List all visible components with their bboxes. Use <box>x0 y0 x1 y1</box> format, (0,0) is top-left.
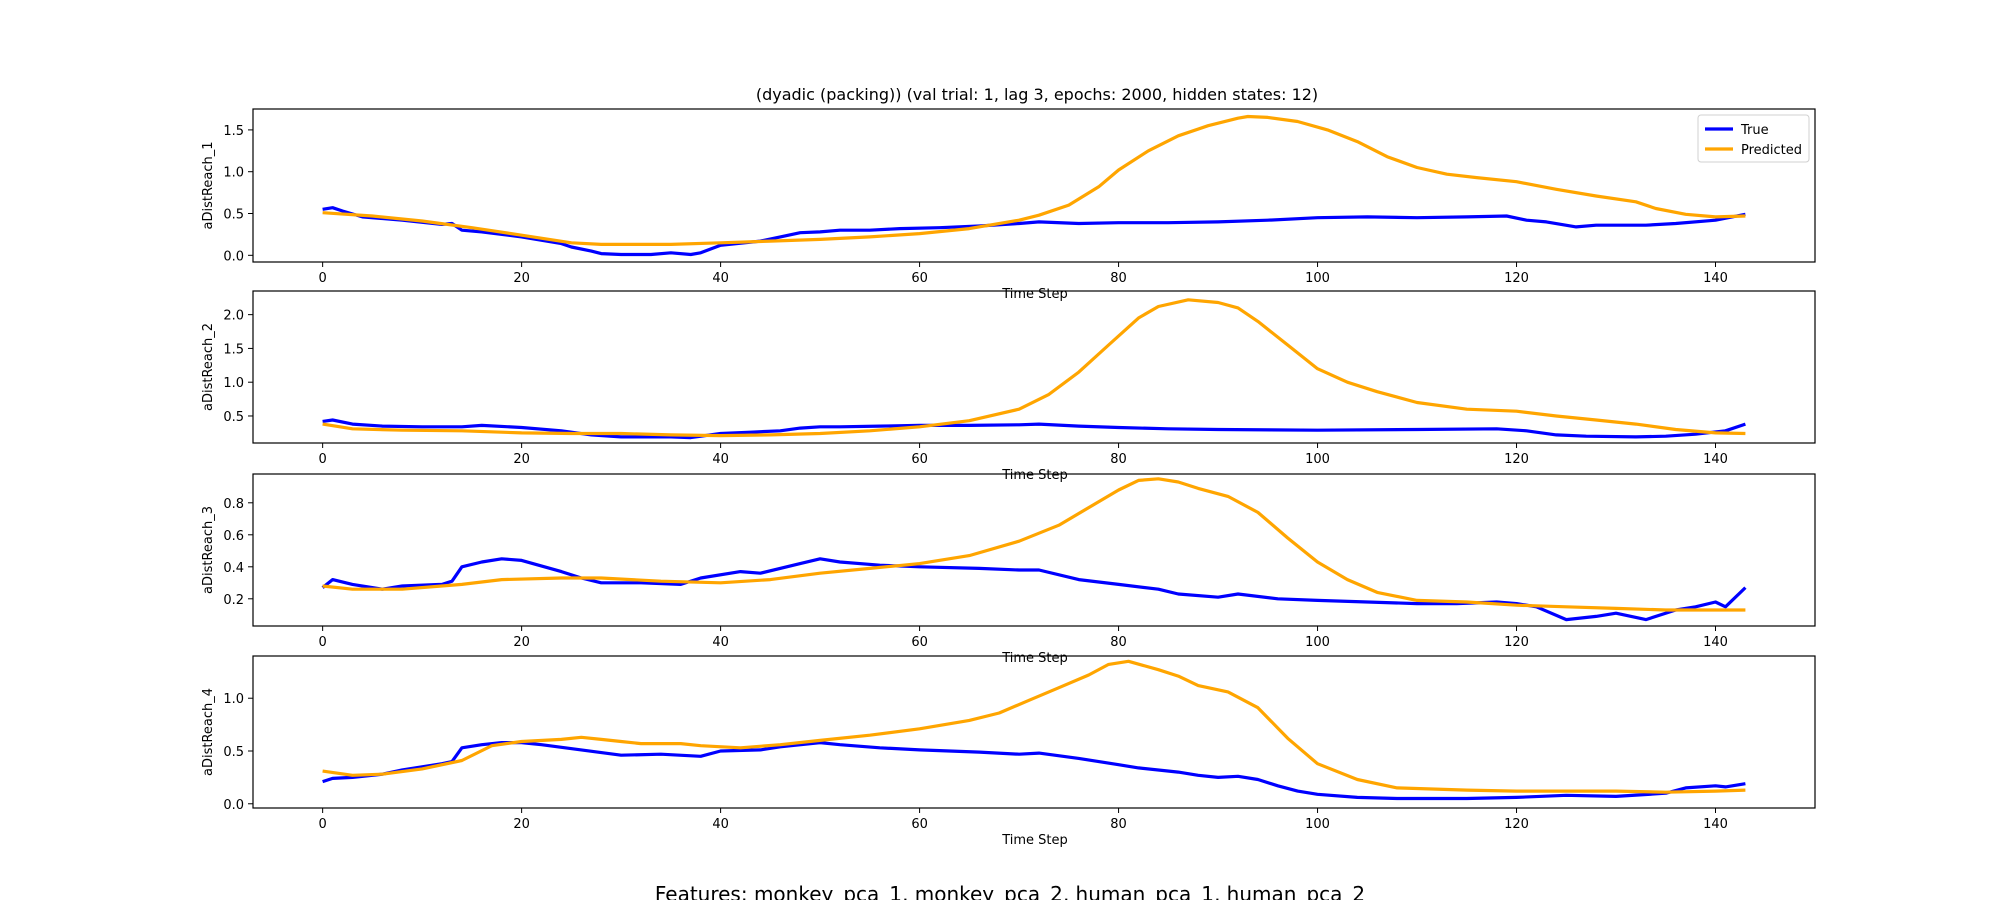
subplot-4: 0 20 40 60 80 100 120 140 0.0 0.5 1.0 aDistReach_4 T… <box>201 655 1816 848</box>
series-line-predicted <box>322 298 1746 438</box>
x-axis-label: Time Step <box>1001 287 1068 302</box>
x-tick-label: 140 <box>1703 635 1728 650</box>
y-tick-label: 1.5 <box>223 124 244 139</box>
subplot-3: 0 20 40 60 80 100 120 140 0.2 0.4 0.6 0.8 aDistReach… <box>201 473 1816 666</box>
x-tick-label: 40 <box>712 271 729 286</box>
y-tick-label: 0.6 <box>223 529 244 544</box>
x-tick-label: 80 <box>1110 635 1127 650</box>
x-tick-label: 140 <box>1703 452 1728 467</box>
axes-frame <box>252 473 1816 627</box>
y-tick-label: 0.5 <box>223 410 244 425</box>
y-axis-label: aDistReach_2 <box>201 323 216 411</box>
y-tick-label: 2.0 <box>223 309 244 324</box>
x-tick-label: 60 <box>911 635 928 650</box>
x-tick-label: 80 <box>1110 817 1127 832</box>
y-tick-label: 0.2 <box>223 593 244 608</box>
x-tick-label: 120 <box>1504 271 1529 286</box>
x-tick-label: 20 <box>513 452 530 467</box>
axes-frame <box>252 290 1816 444</box>
x-tick-label: 140 <box>1703 817 1728 832</box>
y-tick-label: 1.5 <box>223 342 244 357</box>
x-tick-label: 140 <box>1703 271 1728 286</box>
figure-title: (dyadic (packing)) (val trial: 1, lag 3,… <box>756 85 1318 104</box>
y-axis-label: aDistReach_4 <box>201 688 216 776</box>
x-axis-label: Time Step <box>1001 651 1068 666</box>
series-line-true <box>322 418 1746 440</box>
x-tick-label: 80 <box>1110 271 1127 286</box>
x-tick-label: 100 <box>1305 271 1330 286</box>
legend-label-predicted: Predicted <box>1741 143 1802 158</box>
y-axis-label: aDistReach_3 <box>201 506 216 594</box>
subplot-1: 0 20 40 60 80 100 120 140 0.0 0.5 1.0 1.5 aDistReach… <box>201 108 1816 302</box>
x-tick-label: 60 <box>911 271 928 286</box>
subplot-grid: 0 20 40 60 80 100 120 140 0.0 0.5 1.0 1.5 aDistReach… <box>201 108 1816 848</box>
y-axis-label: aDistReach_1 <box>201 141 216 229</box>
x-tick-label: 0 <box>319 271 327 286</box>
y-tick-label: 1.0 <box>223 166 244 181</box>
features-caption: Features: monkey_pca_1, monkey_pca_2, hu… <box>655 882 1365 900</box>
series-line-true <box>321 557 1747 622</box>
x-tick-label: 100 <box>1305 635 1330 650</box>
axes-frame <box>252 108 1816 263</box>
axes-frame <box>252 655 1816 809</box>
y-tick-label: 0.5 <box>223 208 244 223</box>
x-tick-label: 40 <box>712 452 729 467</box>
x-tick-label: 120 <box>1504 817 1529 832</box>
x-tick-label: 40 <box>712 817 729 832</box>
x-tick-label: 40 <box>712 635 729 650</box>
x-tick-label: 100 <box>1305 452 1330 467</box>
x-tick-label: 0 <box>319 452 327 467</box>
x-axis-label: Time Step <box>1001 468 1068 483</box>
series-line-true <box>322 741 1746 801</box>
legend-label-true: True <box>1740 123 1769 138</box>
x-tick-label: 20 <box>513 635 530 650</box>
x-tick-label: 80 <box>1110 452 1127 467</box>
x-tick-label: 60 <box>911 452 928 467</box>
x-tick-label: 0 <box>319 817 327 832</box>
x-tick-label: 100 <box>1305 817 1330 832</box>
x-tick-label: 120 <box>1504 635 1529 650</box>
x-tick-label: 120 <box>1504 452 1529 467</box>
y-tick-label: 0.0 <box>223 798 244 813</box>
y-tick-label: 1.0 <box>223 376 244 391</box>
x-tick-label: 60 <box>911 817 928 832</box>
series-line-predicted <box>322 659 1746 794</box>
subplot-2: 0 20 40 60 80 100 120 140 0.5 1.0 1.5 2.0 aDistReach… <box>201 290 1816 483</box>
series-line-predicted <box>322 114 1746 246</box>
x-tick-label: 20 <box>513 271 530 286</box>
y-tick-label: 0.4 <box>223 561 244 576</box>
y-tick-label: 0.5 <box>223 745 244 760</box>
x-tick-label: 20 <box>513 817 530 832</box>
series-line-predicted <box>322 477 1746 612</box>
series-line-true <box>322 206 1746 257</box>
x-axis-label: Time Step <box>1001 833 1068 848</box>
y-tick-label: 1.0 <box>223 692 244 707</box>
y-tick-label: 0.8 <box>223 497 244 512</box>
legend: True Predicted <box>1697 114 1810 163</box>
y-tick-label: 0.0 <box>223 249 244 264</box>
x-tick-label: 0 <box>319 635 327 650</box>
